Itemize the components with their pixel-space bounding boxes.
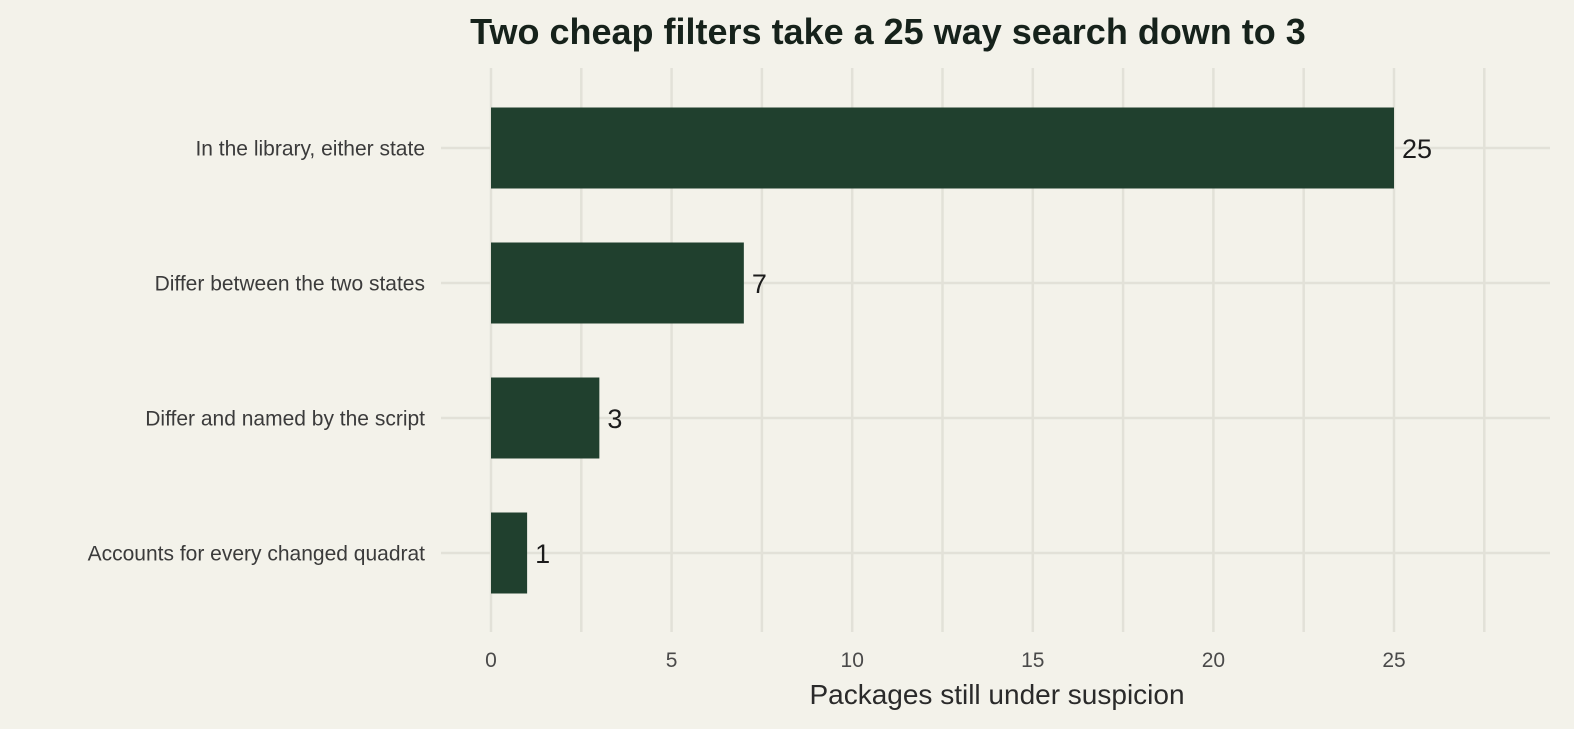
value-label: 25	[1402, 134, 1432, 164]
bar	[491, 242, 744, 324]
category-label: Differ and named by the script	[145, 408, 425, 431]
bar	[491, 107, 1394, 189]
x-tick-label: 0	[485, 649, 497, 672]
x-tick-label: 15	[1021, 649, 1044, 672]
category-labels: In the library, either state Differ betwe…	[88, 138, 426, 566]
value-labels: 25 7 3 1	[535, 134, 1432, 569]
category-label: Differ between the two states	[155, 273, 425, 296]
x-axis-title: Packages still under suspicion	[809, 679, 1184, 710]
bars	[491, 107, 1394, 594]
x-tick-label: 20	[1202, 649, 1225, 672]
value-label: 1	[535, 539, 550, 569]
bar	[491, 377, 600, 459]
value-label: 3	[607, 404, 622, 434]
x-tick-label: 10	[841, 649, 864, 672]
category-label: Accounts for every changed quadrat	[88, 543, 426, 566]
value-label: 7	[752, 269, 767, 299]
x-tick-label: 5	[666, 649, 678, 672]
x-tick-labels: 0 5 10 15 20 25	[485, 649, 1406, 672]
chart-title: Two cheap filters take a 25 way search d…	[470, 11, 1306, 52]
bar	[491, 512, 528, 594]
x-tick-label: 25	[1382, 649, 1405, 672]
category-label: In the library, either state	[195, 138, 425, 161]
